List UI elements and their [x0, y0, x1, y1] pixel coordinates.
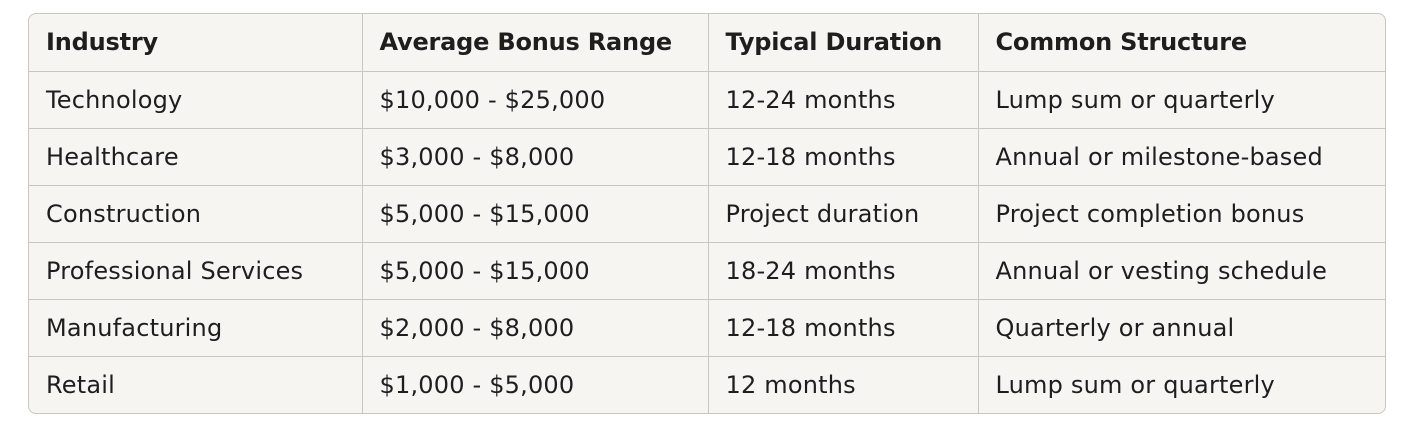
cell-bonus-range: $3,000 - $8,000	[362, 128, 709, 186]
bonus-table: Industry Average Bonus Range Typical Dur…	[29, 14, 1385, 413]
cell-duration: 12-18 months	[708, 128, 979, 186]
cell-structure: Project completion bonus	[978, 185, 1385, 243]
cell-bonus-range: $2,000 - $8,000	[362, 299, 709, 357]
cell-bonus-range: $10,000 - $25,000	[362, 71, 709, 129]
table-row: Manufacturing $2,000 - $8,000 12-18 mont…	[29, 299, 1385, 357]
cell-duration: 12-18 months	[708, 299, 979, 357]
table-row: Professional Services $5,000 - $15,000 1…	[29, 242, 1385, 300]
header-typical-duration: Typical Duration	[708, 14, 979, 72]
cell-industry: Construction	[29, 185, 363, 243]
cell-structure: Lump sum or quarterly	[995, 370, 1275, 399]
cell-structure: Lump sum or quarterly	[978, 71, 1385, 129]
cell-duration: 12-24 months	[708, 71, 979, 129]
cell-structure: Quarterly or annual	[978, 299, 1385, 357]
table-row: Healthcare $3,000 - $8,000 12-18 months …	[29, 128, 1385, 186]
header-average-bonus-range: Average Bonus Range	[362, 14, 709, 72]
cell-bonus-range: $5,000 - $15,000	[362, 185, 709, 243]
cell-industry: Retail	[29, 356, 363, 413]
table-row: Technology $10,000 - $25,000 12-24 month…	[29, 71, 1385, 129]
header-common-structure: Common Structure	[978, 14, 1385, 72]
cell-industry: Manufacturing	[29, 299, 363, 357]
table-header-row: Industry Average Bonus Range Typical Dur…	[29, 14, 1385, 72]
cell-duration: Project duration	[708, 185, 979, 243]
cell-bonus-range: $5,000 - $15,000	[362, 242, 709, 300]
cell-structure: Annual or milestone-based	[978, 128, 1385, 186]
table-row: Retail $1,000 - $5,000 12 months Lump su…	[29, 356, 1385, 413]
cell-industry: Professional Services	[29, 242, 363, 300]
cell-industry: Healthcare	[29, 128, 363, 186]
cell-duration: 18-24 months	[708, 242, 979, 300]
cell-duration: 12 months	[708, 356, 979, 413]
bonus-table-container: Industry Average Bonus Range Typical Dur…	[28, 13, 1386, 414]
table-row: Construction $5,000 - $15,000 Project du…	[29, 185, 1385, 243]
cell-industry: Technology	[29, 71, 363, 129]
cell-bonus-range: $1,000 - $5,000	[362, 356, 709, 413]
cell-structure: Annual or vesting schedule	[978, 242, 1385, 300]
header-industry: Industry	[29, 14, 363, 72]
